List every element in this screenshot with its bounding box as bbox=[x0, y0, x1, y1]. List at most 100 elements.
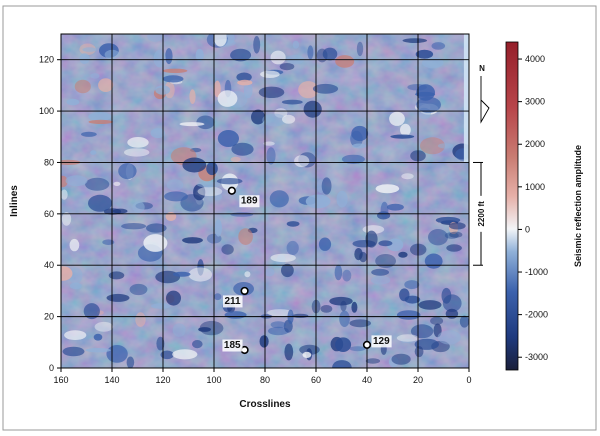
heatmap-patch bbox=[85, 348, 111, 353]
heatmap-patch bbox=[414, 346, 424, 358]
y-tick-label: 80 bbox=[44, 157, 54, 167]
heatmap-patch bbox=[396, 334, 419, 342]
colorbar-tick-label: 2000 bbox=[525, 139, 545, 149]
heatmap-patch bbox=[236, 72, 252, 82]
colorbar-tick-label: 0 bbox=[525, 224, 530, 234]
heatmap-patch bbox=[339, 310, 350, 327]
heatmap-patch bbox=[391, 353, 411, 365]
heatmap-patch bbox=[449, 231, 463, 238]
heatmap-patch bbox=[81, 131, 97, 137]
heatmap-patch bbox=[340, 300, 347, 312]
heatmap-patch bbox=[415, 91, 436, 97]
heatmap-patch bbox=[90, 73, 100, 79]
heatmap-patch bbox=[390, 134, 415, 139]
heatmap-patch bbox=[143, 234, 168, 252]
colorbar-ticks: 4000 3000 2000 1000 0 -1000 -2000 -3000 bbox=[518, 54, 548, 362]
heatmap-patch bbox=[380, 201, 389, 219]
heatmap-patch bbox=[216, 178, 243, 185]
y-tick-label: 20 bbox=[44, 312, 54, 322]
heatmap-patch bbox=[69, 282, 82, 290]
heatmap-patch bbox=[428, 229, 448, 246]
colorbar-title: Seismic reflection amplitude bbox=[573, 145, 583, 267]
heatmap-patch bbox=[106, 293, 130, 302]
heatmap-patch bbox=[166, 290, 181, 306]
heatmap-patch bbox=[193, 184, 206, 201]
heatmap-patch bbox=[244, 271, 251, 278]
heatmap-patch bbox=[69, 238, 80, 252]
heatmap-patch bbox=[172, 323, 186, 337]
heatmap-patch bbox=[270, 50, 286, 65]
heatmap-patch bbox=[230, 156, 241, 163]
colorbar-tick-label: 1000 bbox=[525, 182, 545, 192]
heatmap-patch bbox=[61, 212, 72, 226]
heatmap-patch bbox=[121, 223, 147, 230]
heatmap-patch bbox=[459, 315, 469, 328]
heatmap-patch bbox=[351, 301, 358, 313]
heatmap-patch bbox=[258, 86, 285, 99]
heatmap-patch bbox=[108, 271, 125, 280]
heatmap-patch bbox=[402, 38, 427, 43]
heatmap-patch bbox=[400, 339, 417, 344]
heatmap-patch bbox=[286, 221, 300, 227]
heatmap-patch bbox=[166, 179, 184, 191]
heatmap-patch bbox=[302, 351, 312, 358]
well-label-211: 211 bbox=[224, 296, 241, 307]
colorbar-tick-label: -1000 bbox=[525, 267, 548, 277]
colorbar-tick-label: -2000 bbox=[525, 310, 548, 320]
well-label-bg bbox=[239, 195, 260, 208]
heatmap-patch bbox=[214, 219, 222, 237]
heatmap-patch bbox=[312, 83, 339, 94]
heatmap-patch bbox=[435, 216, 461, 224]
heatmap-patch bbox=[370, 275, 391, 285]
heatmap-patch bbox=[156, 336, 165, 351]
heatmap-patch bbox=[424, 253, 443, 269]
colorbar-tick-label: 3000 bbox=[525, 97, 545, 107]
heatmap-patch bbox=[98, 78, 114, 92]
heatmap-patch bbox=[386, 203, 404, 211]
heatmap-patch bbox=[410, 324, 434, 339]
heatmap-patch bbox=[352, 143, 367, 149]
heatmap-patch bbox=[444, 232, 459, 239]
heatmap-patch bbox=[214, 34, 227, 47]
x-tick-label: 160 bbox=[53, 375, 68, 385]
heatmap-patch bbox=[286, 240, 299, 256]
heatmap-patch bbox=[217, 130, 239, 147]
heatmap-patch bbox=[126, 356, 135, 368]
heatmap-patch bbox=[404, 280, 420, 290]
heatmap-patch bbox=[195, 48, 204, 62]
heatmap-patch bbox=[446, 244, 462, 252]
heatmap-patch bbox=[172, 349, 198, 360]
heatmap-patch bbox=[94, 321, 114, 332]
scale-bar: 2200 ft bbox=[473, 161, 486, 266]
x-tick-label: 140 bbox=[104, 375, 119, 385]
heatmap-patch bbox=[165, 48, 173, 65]
heatmap-patch bbox=[172, 271, 191, 277]
heatmap-patch bbox=[320, 305, 333, 313]
heatmap-patch bbox=[113, 181, 121, 186]
heatmap-patch bbox=[88, 119, 114, 124]
heatmap-patch bbox=[160, 350, 174, 360]
heatmap-patch bbox=[129, 283, 148, 296]
scale-bar-label: 2200 ft bbox=[477, 201, 486, 227]
heatmap-patch bbox=[396, 310, 421, 320]
heatmap-patch bbox=[124, 148, 150, 157]
x-tick-label: 100 bbox=[206, 375, 221, 385]
heatmap-patch bbox=[441, 287, 452, 304]
y-axis-title: Inlines bbox=[9, 185, 20, 217]
y-tick-label: 60 bbox=[44, 209, 54, 219]
colorbar-tick-label: -3000 bbox=[525, 352, 548, 362]
heatmap-patch bbox=[206, 161, 218, 176]
heatmap-patch bbox=[251, 109, 265, 125]
well-marker-129 bbox=[362, 340, 372, 349]
heatmap-patch bbox=[416, 96, 441, 113]
heatmap-patch bbox=[61, 175, 68, 188]
heatmap-patch bbox=[221, 244, 234, 255]
heatmap-patch bbox=[197, 186, 223, 197]
heatmap-patch bbox=[422, 57, 444, 69]
heatmap-patch bbox=[230, 212, 254, 217]
heatmap-patch bbox=[231, 142, 254, 156]
heatmap-patch bbox=[362, 225, 385, 234]
heatmap-patch bbox=[74, 79, 91, 94]
well-label-129: 129 bbox=[373, 336, 390, 347]
heatmap-patch bbox=[238, 228, 253, 246]
